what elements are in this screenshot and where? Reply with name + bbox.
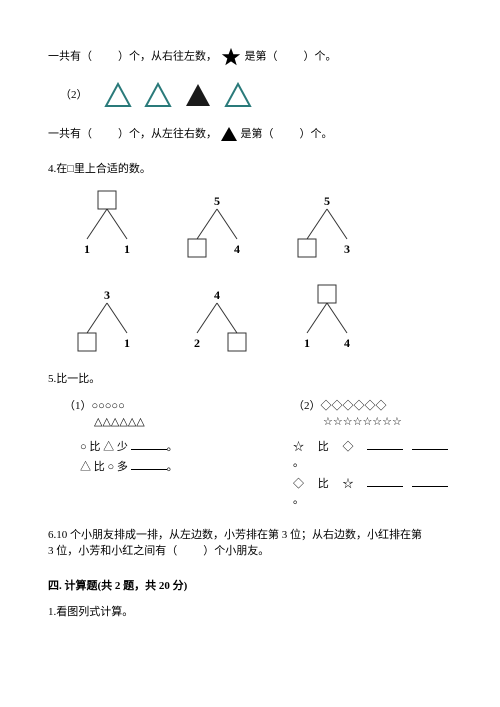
blank-line: [412, 440, 448, 450]
number-bond: 14: [292, 283, 362, 353]
period: 。: [167, 441, 178, 453]
q3a-suf2: ）个。: [304, 51, 337, 63]
svg-text:4: 4: [234, 242, 240, 256]
triangle-icon: [224, 82, 252, 108]
q3b-label: （2）: [60, 87, 88, 104]
q3b-prefix: 一共有（: [48, 128, 92, 140]
q5-right-col: （2）◇◇◇◇◇◇ ☆☆☆☆☆☆☆☆: [293, 398, 452, 431]
number-bond: 31: [72, 283, 142, 353]
blank-line: [367, 440, 403, 450]
q5-title: 5.比一比。: [48, 371, 452, 388]
svg-text:3: 3: [344, 242, 350, 256]
sym: △: [80, 461, 91, 473]
triangle-icon: [144, 82, 172, 108]
sym: △: [103, 441, 114, 453]
svg-text:1: 1: [124, 242, 130, 256]
blank-line: [412, 477, 448, 487]
svg-text:2: 2: [194, 336, 200, 350]
q3b-suf1: 是第（: [241, 128, 274, 140]
q3b-line: 一共有（ ）个，从左往右数， 是第（ ）个。: [48, 126, 452, 143]
q6-t1: 6.10 个小朋友排成一排，从左边数，小芳排在第 3 位；从右边数，小红排在第: [48, 529, 422, 541]
number-bond: 11: [72, 189, 142, 259]
q5r-rowA: ◇◇◇◇◇◇: [321, 400, 387, 412]
period: 。: [293, 494, 304, 506]
blank-line: [131, 460, 167, 470]
word: 比: [94, 461, 105, 473]
q3b-mid: ）个，从左往右数，: [118, 128, 217, 140]
q3a-prefix: 一共有（: [48, 51, 92, 63]
q3a-line: 一共有（ ）个，从右往左数， 是第（ ）个。: [48, 46, 452, 68]
triangle-filled-icon: [184, 82, 212, 108]
svg-text:3: 3: [104, 288, 110, 302]
q5r-compare: ☆ 比 ◇ 。 ◇ 比 ☆ 。: [293, 439, 452, 509]
section4-q1: 1.看图列式计算。: [48, 604, 452, 621]
q6-line: 6.10 个小朋友排成一排，从左边数，小芳排在第 3 位；从右边数，小红排在第 …: [48, 527, 452, 560]
svg-text:4: 4: [214, 288, 220, 302]
sym: ☆: [343, 478, 354, 490]
blank-line: [131, 440, 167, 450]
svg-text:5: 5: [324, 194, 330, 208]
sym: ○: [108, 461, 115, 473]
star-icon: [220, 46, 242, 68]
sym: ○: [80, 441, 87, 453]
word: 比: [89, 441, 100, 453]
svg-text:4: 4: [344, 336, 350, 350]
q5-compare-rows: ○ 比 △ 少 。 △ 比 ○ 多 。 ☆ 比 ◇ 。 ◇ 比 ☆ 。: [64, 439, 452, 509]
q5-symbol-rows: （1）○○○○○ △△△△△△ （2）◇◇◇◇◇◇ ☆☆☆☆☆☆☆☆: [64, 398, 452, 431]
q3b-triangle-row: （2）: [60, 82, 452, 108]
section4-heading: 四. 计算题(共 2 题，共 20 分): [48, 578, 452, 595]
word: 少: [117, 441, 128, 453]
q5l-compare: ○ 比 △ 少 。 △ 比 ○ 多 。: [64, 439, 223, 509]
svg-text:1: 1: [124, 336, 130, 350]
number-bond: 53: [292, 189, 362, 259]
triangle-small-icon: [220, 126, 238, 142]
q6-t2: 3 位，小芳和小红之间有（: [48, 545, 177, 557]
q5l-rowA: ○○○○○: [92, 400, 125, 412]
number-bond-grid: 115453314214: [72, 189, 412, 353]
q5-left-col: （1）○○○○○ △△△△△△: [64, 398, 223, 431]
q5l-label: （1）: [64, 400, 92, 412]
number-bond: 42: [182, 283, 252, 353]
word: 多: [117, 461, 128, 473]
period: 。: [167, 461, 178, 473]
q5r-rowB: ☆☆☆☆☆☆☆☆: [323, 416, 402, 428]
blank-line: [367, 477, 403, 487]
q3a-mid: ）个，从右往左数，: [118, 51, 217, 63]
sym: ☆: [293, 441, 304, 453]
q3b-suf2: ）个。: [300, 128, 333, 140]
q3a-suf1: 是第（: [245, 51, 278, 63]
q5l-rowB: △△△△△△: [94, 416, 145, 428]
sym: ◇: [343, 441, 354, 453]
word: 比: [318, 441, 329, 453]
number-bond: 54: [182, 189, 252, 259]
svg-text:1: 1: [84, 242, 90, 256]
q4-title: 4.在□里上合适的数。: [48, 161, 452, 178]
triangle-icon: [104, 82, 132, 108]
q5r-label: （2）: [293, 400, 321, 412]
svg-text:1: 1: [304, 336, 310, 350]
period: 。: [293, 457, 304, 469]
q6-t3: ）个小朋友。: [203, 545, 269, 557]
sym: ◇: [293, 478, 304, 490]
svg-text:5: 5: [214, 194, 220, 208]
word: 比: [318, 478, 329, 490]
